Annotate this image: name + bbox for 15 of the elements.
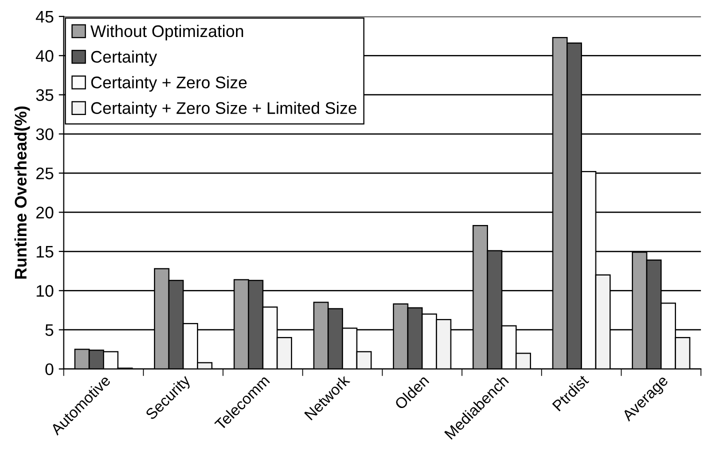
y-tick-label: 35 (36, 89, 54, 101)
y-tick-label: 0 (45, 363, 54, 376)
y-tick-label: 40 (36, 50, 54, 62)
legend-label: Certainty + Zero Size (91, 76, 247, 92)
y-tick-label: 30 (36, 128, 54, 140)
y-tick-label: 10 (36, 285, 54, 297)
legend-label: Certainty + Zero Size + Limited Size (91, 102, 356, 118)
legend-label: Certainty (91, 50, 158, 66)
y-tick-label: 15 (36, 246, 54, 258)
y-tick-label: 20 (36, 206, 54, 218)
y-tick-label: 5 (45, 324, 54, 336)
y-tick-label: 25 (36, 168, 54, 180)
y-axis-title: Runtime Overhead(%) (14, 106, 30, 279)
y-tick-label: 45 (36, 11, 54, 23)
legend-label: Without Optimization (90, 24, 244, 40)
